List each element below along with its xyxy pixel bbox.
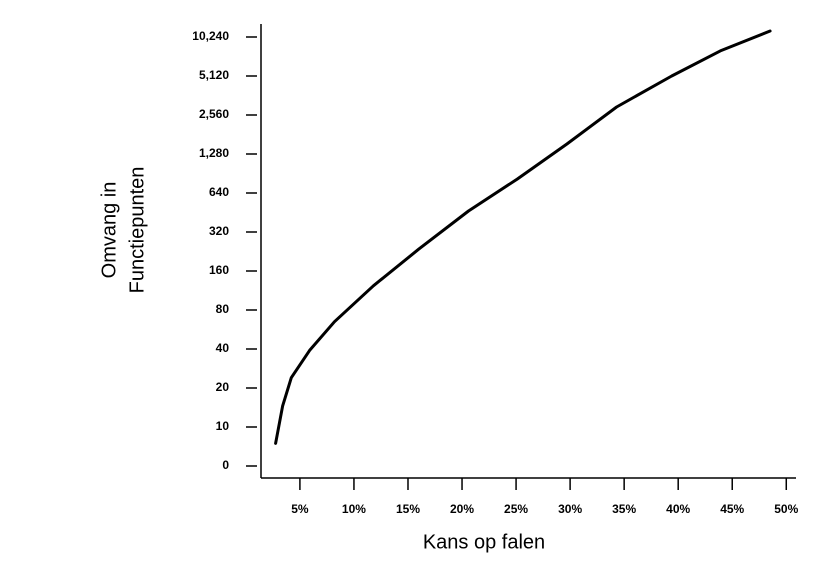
x-tick-label: 5% [291,502,309,516]
y-tick-label: 10 [216,419,230,433]
y-axis-label: Functiepunten [126,167,148,294]
y-tick-label: 1,280 [199,146,229,160]
x-tick-label: 35% [612,502,636,516]
x-tick-label: 15% [396,502,420,516]
x-tick-label: 45% [720,502,744,516]
y-tick-label: 640 [209,185,229,199]
y-tick-label: 0 [222,458,229,472]
y-axis-label: Omvang in [98,182,120,279]
x-tick-label: 50% [774,502,798,516]
y-tick-label: 320 [209,224,229,238]
y-tick-label: 80 [216,302,230,316]
x-tick-label: 10% [342,502,366,516]
y-tick-label: 40 [216,341,230,355]
y-tick-label: 160 [209,263,229,277]
x-tick-label: 30% [558,502,582,516]
x-tick-label: 25% [504,502,528,516]
x-axis-label: Kans op falen [423,531,545,553]
x-tick-label: 20% [450,502,474,516]
y-tick-label: 5,120 [199,68,229,82]
y-tick-label: 2,560 [199,107,229,121]
line-series [274,29,772,445]
y-tick-label: 10,240 [192,29,229,43]
x-tick-label: 40% [666,502,690,516]
y-tick-label: 20 [216,380,230,394]
